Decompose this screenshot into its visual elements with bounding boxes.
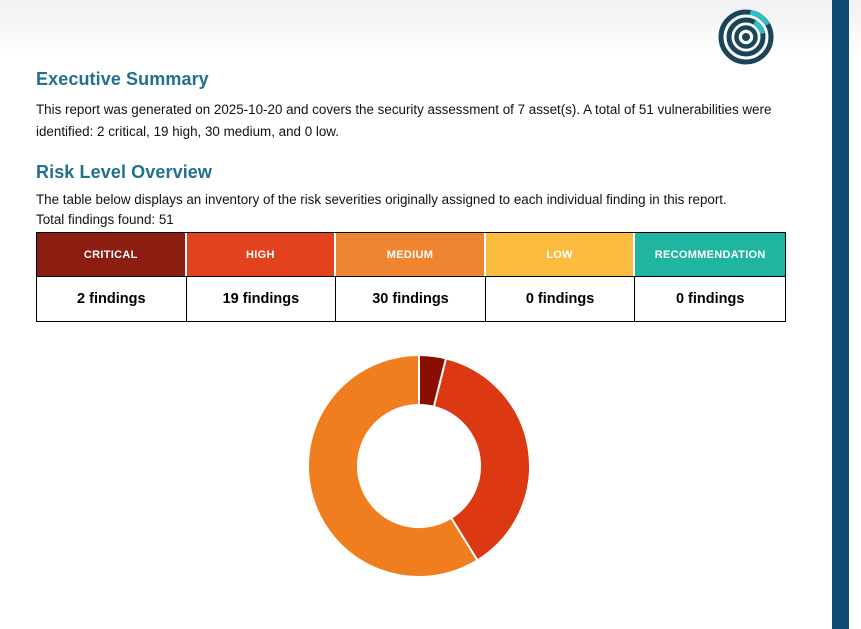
logo-center-dot bbox=[742, 33, 750, 41]
severity-header-high: HIGH bbox=[186, 233, 337, 276]
donut-slice-high bbox=[432, 357, 531, 562]
severity-value-high: 19 findings bbox=[186, 277, 337, 321]
donut-slice-medium bbox=[306, 353, 479, 578]
logo-middle-ring bbox=[726, 17, 766, 57]
severity-value-recommendation: 0 findings bbox=[635, 277, 785, 321]
severity-header-critical: CRITICAL bbox=[37, 233, 187, 276]
severity-header-recommendation: RECOMMENDATION bbox=[635, 233, 785, 276]
severity-value-low: 0 findings bbox=[485, 277, 636, 321]
bullseye-logo-icon bbox=[718, 9, 774, 65]
logo-cyan-arc-outer bbox=[749, 10, 770, 26]
severity-table-header-row: CRITICAL HIGH MEDIUM LOW RECOMMENDATION bbox=[36, 232, 786, 276]
severity-donut-chart bbox=[304, 351, 534, 581]
executive-summary-text: This report was generated on 2025-10-20 … bbox=[36, 102, 772, 139]
total-findings-text: Total findings found: 51 bbox=[36, 212, 174, 227]
logo-inner-ring bbox=[734, 25, 758, 49]
severity-table: CRITICAL HIGH MEDIUM LOW RECOMMENDATION … bbox=[36, 232, 786, 322]
report-content: Executive Summary This report was genera… bbox=[36, 0, 794, 581]
page-top-gradient bbox=[0, 0, 861, 58]
page-accent-bar bbox=[832, 0, 849, 629]
donut-chart-svg bbox=[306, 353, 531, 578]
logo-outer-ring bbox=[718, 9, 774, 65]
severity-header-low: LOW bbox=[485, 233, 636, 276]
section-title-executive-summary: Executive Summary bbox=[36, 69, 209, 89]
risk-overview-text: The table below displays an inventory of… bbox=[36, 192, 727, 207]
section-title-risk-level-overview: Risk Level Overview bbox=[36, 162, 213, 182]
severity-value-medium: 30 findings bbox=[336, 277, 486, 321]
severity-value-critical: 2 findings bbox=[37, 277, 187, 321]
severity-header-medium: MEDIUM bbox=[336, 233, 486, 276]
severity-table-value-row: 2 findings 19 findings 30 findings 0 fin… bbox=[36, 276, 786, 322]
logo-cyan-arc-middle bbox=[753, 20, 765, 35]
